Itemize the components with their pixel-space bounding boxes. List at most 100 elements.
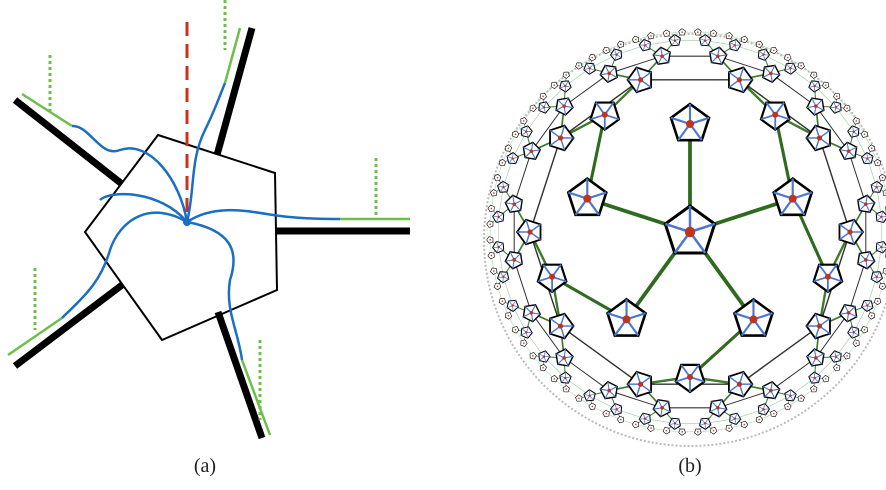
- cell-center: [846, 107, 848, 109]
- edge: [609, 390, 663, 409]
- cell-center: [660, 54, 664, 58]
- green-lines: [7, 27, 410, 436]
- cell-center: [813, 84, 816, 88]
- cell-center: [529, 149, 534, 153]
- cell-center: [643, 44, 647, 47]
- cell-center: [762, 408, 765, 411]
- cell-center: [762, 53, 765, 56]
- cell-center: [493, 270, 495, 272]
- cell-center: [758, 43, 761, 46]
- edge: [563, 357, 610, 392]
- cell-center: [736, 77, 743, 83]
- cell-center: [634, 423, 637, 426]
- cell-center: [637, 381, 644, 387]
- cell-center: [514, 328, 517, 331]
- cell-center: [496, 285, 499, 288]
- cell-center: [852, 331, 855, 334]
- cell-center: [565, 388, 567, 390]
- cell-center: [619, 418, 622, 421]
- cell-center: [786, 56, 789, 59]
- cell-center: [522, 120, 525, 122]
- cell-center: [758, 418, 761, 421]
- cell-center: [605, 49, 608, 52]
- cell-center: [511, 304, 514, 307]
- cell-center: [816, 135, 823, 141]
- cell-center: [542, 95, 544, 98]
- cell-center: [686, 120, 694, 128]
- cell-center: [673, 422, 677, 425]
- cell: [882, 189, 886, 197]
- cell-center: [553, 84, 556, 86]
- cell-center: [836, 95, 838, 98]
- cell-center: [665, 429, 668, 432]
- cell-center: [684, 226, 696, 238]
- edge: [563, 72, 610, 107]
- cell-center: [527, 229, 533, 235]
- cell-center: [507, 314, 510, 317]
- cell-center: [733, 417, 737, 420]
- cell-center: [681, 431, 683, 433]
- cell-center: [834, 106, 838, 109]
- cell-center: [490, 254, 493, 257]
- cell: [882, 267, 886, 275]
- edge: [848, 151, 867, 205]
- green-dotted: [33, 0, 378, 420]
- cell-center: [788, 194, 797, 203]
- cell-center: [525, 130, 528, 133]
- cell-center: [800, 397, 802, 400]
- cell-center: [525, 331, 528, 334]
- cell-center: [863, 328, 866, 331]
- cell-center: [880, 215, 883, 219]
- cell-center: [847, 229, 853, 235]
- cell-center: [876, 300, 879, 303]
- cell-center: [542, 106, 546, 109]
- cell-center: [588, 67, 591, 70]
- cell-center: [728, 35, 730, 37]
- cell-center: [643, 417, 647, 420]
- cell-center: [601, 111, 608, 118]
- cell-center: [824, 84, 827, 86]
- cell-center: [813, 388, 815, 390]
- cell-center: [622, 315, 631, 324]
- cell-center: [489, 239, 491, 241]
- cell-center: [565, 74, 567, 76]
- cell-center: [875, 275, 878, 279]
- cell-center: [502, 275, 505, 279]
- cell-center: [562, 356, 566, 360]
- edge: [739, 325, 820, 385]
- cell-center: [846, 311, 851, 315]
- cell-center: [870, 314, 873, 317]
- cell-center: [502, 185, 505, 189]
- edge: [770, 357, 817, 392]
- cell-center: [716, 54, 720, 58]
- cell-center: [490, 207, 493, 210]
- cell-center: [660, 406, 664, 410]
- cell-center: [728, 427, 730, 429]
- cell-center: [864, 202, 868, 206]
- cell-center: [749, 315, 758, 324]
- cell-center: [769, 388, 773, 393]
- cell-center: [529, 311, 534, 315]
- cell-center: [772, 412, 775, 415]
- cell-center: [824, 378, 827, 380]
- edge: [513, 151, 532, 205]
- cell-center: [814, 104, 818, 108]
- cell-center: [542, 366, 544, 369]
- cell-center: [697, 31, 699, 33]
- cell-center: [512, 202, 516, 206]
- cell-center: [514, 133, 517, 136]
- cell-center: [834, 355, 838, 358]
- cell-center: [736, 381, 743, 387]
- edge: [513, 259, 532, 313]
- cell-center: [733, 44, 737, 47]
- cell-center: [813, 74, 815, 76]
- cell-center: [665, 32, 668, 35]
- cell-center: [532, 107, 534, 109]
- edge: [818, 137, 851, 233]
- cell-center: [697, 431, 699, 433]
- cell-center: [716, 406, 720, 410]
- edge: [530, 312, 565, 359]
- cell-center: [743, 38, 746, 41]
- edge: [560, 325, 641, 385]
